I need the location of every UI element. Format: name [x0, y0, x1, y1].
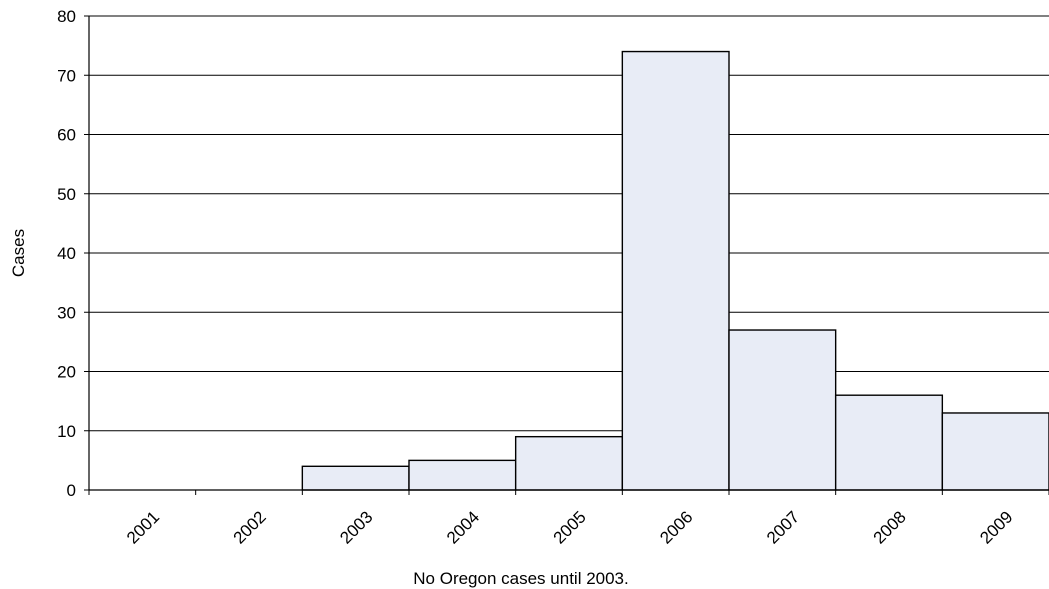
x-axis-title: No Oregon cases until 2003.: [413, 569, 628, 588]
bars: [301, 50, 1049, 491]
x-tick-label: 2007: [763, 507, 803, 547]
y-tick-label: 40: [57, 244, 76, 263]
gridlines: [89, 15, 1049, 432]
y-tick-labels: 0 10 20 30 40 50 60 70 80: [57, 7, 76, 500]
x-tick-label: 2004: [443, 507, 483, 547]
y-tick-label: 80: [57, 7, 76, 26]
x-tick-label: 2002: [230, 507, 270, 547]
bar-2007: [728, 329, 837, 491]
x-tick-label: 2005: [550, 507, 590, 547]
y-tick-label: 20: [57, 363, 76, 382]
bar-2004: [408, 459, 517, 491]
y-tick-label: 30: [57, 303, 76, 322]
y-tick-label: 60: [57, 126, 76, 145]
y-tick-label: 0: [67, 481, 76, 500]
bar-2008: [834, 394, 944, 491]
y-tick-label: 50: [57, 185, 76, 204]
x-tick-label: 2009: [976, 507, 1016, 547]
x-tick-labels: 2001 2002 2003 2004 2005 2006 2007 2008 2009: [123, 507, 1017, 547]
x-tick-label: 2003: [336, 507, 376, 547]
x-tick-label: 2008: [870, 507, 910, 547]
y-tick-label: 70: [57, 66, 76, 85]
bar-2006: [621, 50, 730, 491]
x-tick-label: 2001: [123, 507, 163, 547]
bar-2009: [941, 412, 1049, 491]
x-tick-label: 2006: [656, 507, 696, 547]
y-axis-title: Cases: [9, 229, 28, 277]
bar-2003: [301, 465, 410, 491]
y-tick-label: 10: [57, 422, 76, 441]
bar-2005: [514, 435, 624, 491]
axes: [84, 15, 1049, 495]
